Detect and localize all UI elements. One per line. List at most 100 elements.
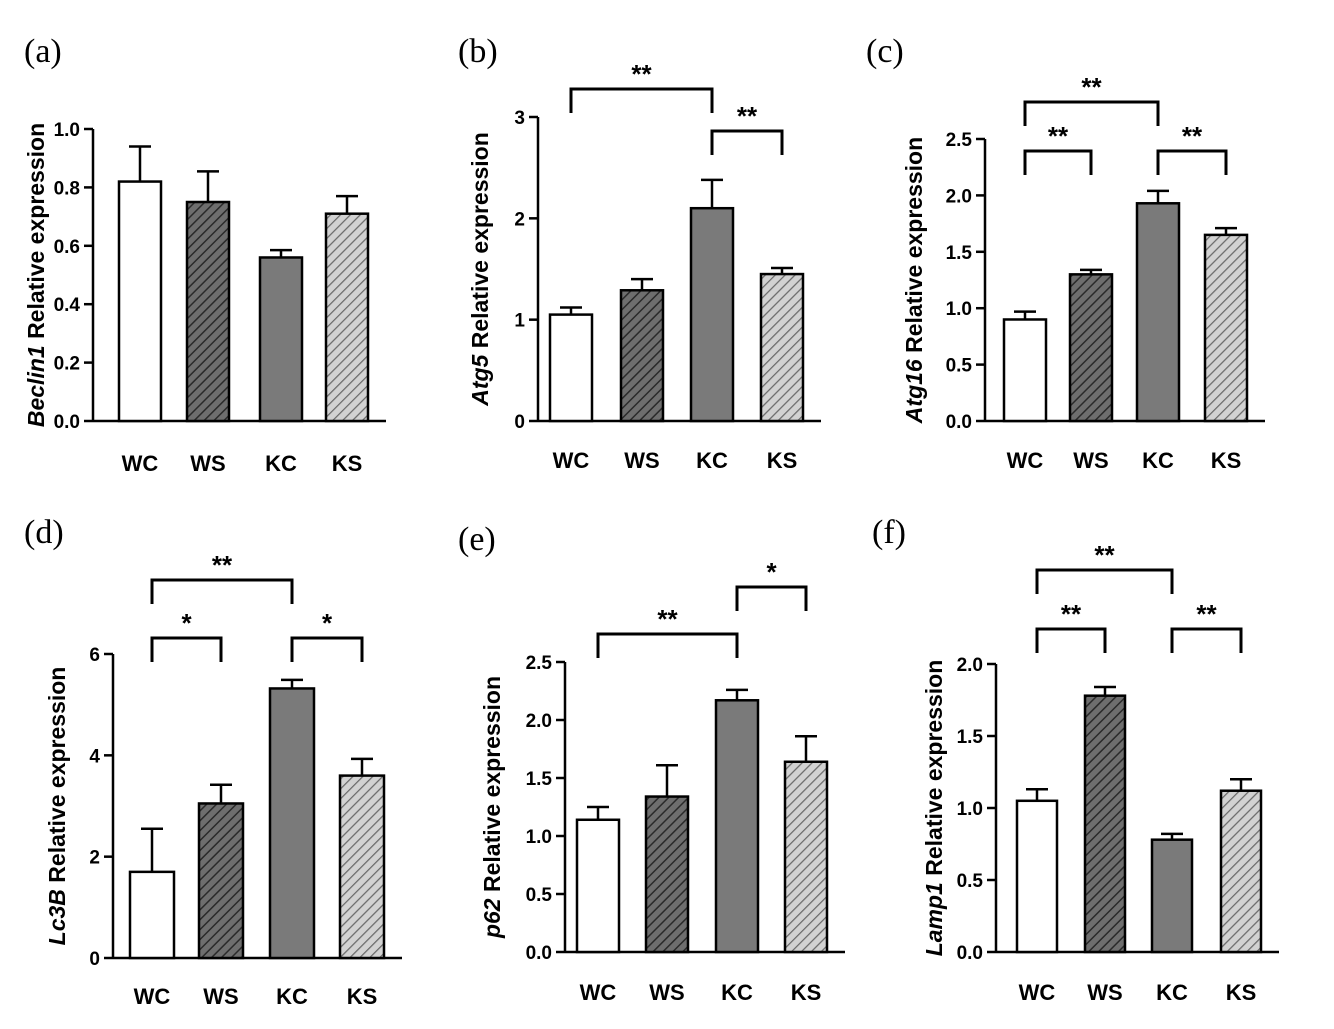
bar-kc	[1135, 202, 1181, 423]
significance-label: *	[322, 608, 333, 638]
y-tick-label: 3	[514, 108, 525, 129]
y-tick-label: 2.5	[946, 130, 973, 151]
x-tick-label: WS	[649, 980, 684, 1005]
y-axis-label: Lamp1 Relative expression	[921, 660, 947, 957]
y-axis-label-suffix: Relative expression	[901, 137, 927, 359]
y-tick-label: 0.6	[54, 237, 80, 258]
bar-ks	[759, 272, 805, 423]
significance-bracket	[569, 87, 714, 113]
x-tick-label: WC	[580, 980, 617, 1005]
panel-letter: (b)	[458, 33, 498, 70]
bar-ks	[324, 212, 370, 423]
y-tick-label: 0.5	[526, 885, 553, 906]
y-tick-label: 1.5	[526, 769, 553, 790]
y-tick-label: 0	[514, 412, 525, 433]
x-tick-label: KS	[1211, 448, 1242, 473]
y-tick-label: 0.5	[946, 356, 973, 377]
significance-label: **	[1094, 540, 1115, 570]
significance-label: **	[657, 604, 678, 634]
y-tick-label: 0.0	[526, 943, 552, 964]
significance-label: **	[1081, 72, 1102, 102]
x-tick-label: WS	[203, 984, 238, 1009]
significance-bracket	[1023, 149, 1093, 175]
panel-e: (e) 0.0 0.5 1.0 1.5 2.0 2.5 p62 Relative expres…	[458, 521, 845, 1005]
x-tick-label: KS	[1226, 980, 1257, 1005]
panel-letter: (c)	[866, 33, 904, 70]
significance-label: **	[1196, 599, 1217, 629]
panel-c: (c) 0.0 0.5 1.0 1.5 2.0 2.5 Atg16 Relative expr…	[866, 33, 1265, 473]
y-axis-label-suffix: Relative expression	[467, 132, 493, 354]
bar-kc	[258, 256, 304, 423]
y-tick-label: 2.0	[526, 711, 552, 732]
bar-wc	[575, 818, 621, 954]
y-tick-label: 2	[514, 209, 525, 230]
significance-bracket	[150, 636, 223, 662]
x-tick-label: WS	[624, 448, 659, 473]
x-tick-label: WC	[122, 451, 159, 476]
y-tick-label: 2	[89, 848, 100, 869]
y-tick-label: 0.0	[957, 943, 983, 964]
gene-name: Beclin1	[23, 345, 49, 427]
significance-label: **	[1048, 121, 1069, 151]
bar-ws	[644, 795, 690, 954]
bar-ks	[338, 774, 386, 960]
gene-name: Lc3B	[44, 889, 70, 945]
x-tick-label: KC	[696, 448, 728, 473]
y-tick-label: 2.0	[957, 655, 983, 676]
x-tick-label: KC	[721, 980, 753, 1005]
y-tick-label: 0.2	[54, 354, 80, 375]
y-tick-label: 2.5	[526, 653, 553, 674]
x-tick-label: KC	[1156, 980, 1188, 1005]
gene-name: Atg16	[901, 359, 927, 424]
bar-ws	[197, 802, 245, 960]
y-tick-label: 1.5	[957, 727, 984, 748]
bar-wc	[548, 313, 594, 423]
significance-label: **	[212, 550, 233, 580]
y-tick-label: 0	[89, 949, 100, 970]
significance-label: **	[737, 101, 758, 131]
bar-wc	[1015, 799, 1059, 954]
y-tick-label: 6	[89, 645, 100, 666]
x-tick-label: KC	[265, 451, 297, 476]
panel-letter: (d)	[24, 514, 64, 551]
y-tick-label: 0.0	[946, 412, 972, 433]
y-axis-label-suffix: Relative expression	[23, 123, 49, 345]
bar-wc	[117, 180, 163, 423]
y-tick-label: 0.4	[54, 295, 81, 316]
y-axis-label-suffix: Relative expression	[479, 676, 505, 898]
y-axis-label: Beclin1 Relative expression	[23, 123, 49, 427]
y-tick-label: 1.0	[946, 299, 972, 320]
panel-f: (f) 0.0 0.5 1.0 1.5 2.0 Lamp1 Relative express…	[872, 514, 1279, 1005]
x-tick-label: KC	[276, 984, 308, 1009]
y-tick-label: 1.0	[526, 827, 552, 848]
y-axis-label: Atg5 Relative expression	[467, 132, 493, 407]
bar-ks	[1219, 789, 1263, 954]
x-tick-label: WC	[134, 984, 171, 1009]
panel-letter: (a)	[24, 33, 62, 70]
x-tick-label: KS	[332, 451, 363, 476]
significance-bracket	[1156, 149, 1228, 175]
bar-wc	[1002, 318, 1048, 423]
x-tick-label: WS	[1073, 448, 1108, 473]
y-tick-label: 0.8	[54, 178, 80, 199]
significance-bracket	[1035, 568, 1174, 594]
bar-ws	[185, 200, 231, 423]
gene-name: Lamp1	[921, 882, 947, 956]
bar-ws	[1083, 694, 1127, 954]
gene-name: p62	[479, 898, 505, 939]
x-tick-label: KS	[791, 980, 822, 1005]
bar-ws	[1068, 273, 1114, 423]
y-tick-label: 1.0	[957, 799, 983, 820]
significance-label: **	[631, 59, 652, 89]
x-tick-label: WS	[1087, 980, 1122, 1005]
panel-letter: (e)	[458, 521, 496, 558]
y-tick-label: 0.5	[957, 871, 984, 892]
y-axis-label-suffix: Relative expression	[44, 667, 70, 889]
panel-d: (d) 0 2 4 6 Lc3B Relative expression WC WS KC KS *…	[24, 514, 402, 1009]
x-tick-label: WS	[190, 451, 225, 476]
gene-name: Atg5	[467, 353, 493, 406]
bar-kc	[714, 699, 760, 954]
significance-label: *	[766, 557, 777, 587]
